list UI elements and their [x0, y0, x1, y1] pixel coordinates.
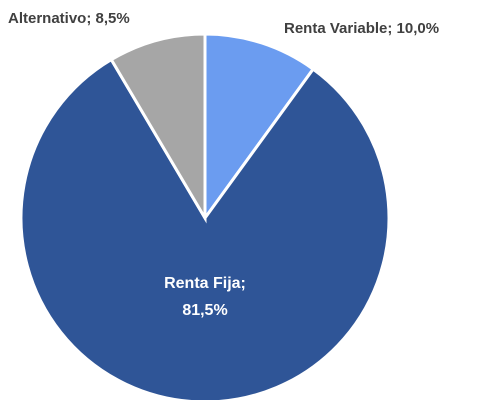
slice-label: Renta Fija; 81,5%: [164, 275, 246, 319]
pie-slice: [109, 32, 207, 224]
pie-slice: [19, 57, 391, 400]
slice-label: Alternativo; 8,5%: [8, 10, 130, 27]
pie-slice: [203, 32, 316, 223]
slice-label: Renta Variable; 10,0%: [284, 20, 440, 37]
